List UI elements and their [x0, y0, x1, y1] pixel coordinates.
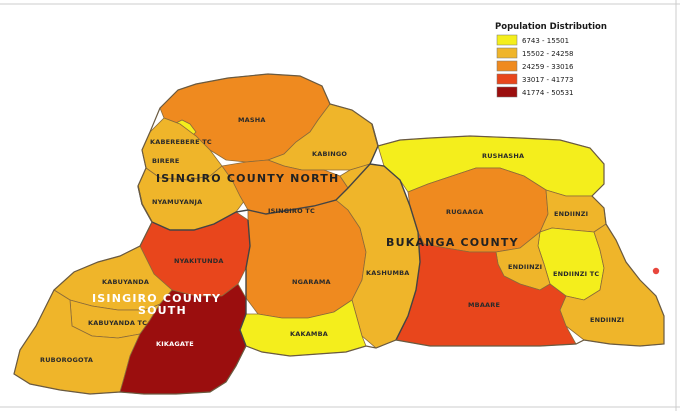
label-endiinzi-ne: ENDIINZI	[554, 210, 588, 218]
region-ngarama	[245, 199, 367, 319]
label-kikagate: KIKAGATE	[156, 340, 194, 348]
label-kaberebere-tc: KABEREBERE TC	[150, 138, 212, 146]
label-endiinzi-tc: ENDIINZI TC	[553, 270, 599, 278]
legend: Population Distribution 6743 - 15501 1550…	[495, 22, 607, 98]
legend-swatch	[496, 86, 518, 98]
label-rugaaga: RUGAAGA	[446, 208, 483, 216]
district-outline	[13, 73, 665, 395]
legend-swatch	[496, 73, 518, 85]
county-boundary-south	[239, 219, 251, 347]
legend-label: 41774 - 50531	[522, 89, 574, 97]
label-isingiro-tc: ISINGIRO TC	[268, 207, 315, 215]
label-nyamuyanja: NYAMUYANJA	[152, 198, 202, 206]
label-county-south-2: SOUTH	[138, 304, 187, 317]
legend-label: 6743 - 15501	[522, 37, 569, 45]
legend-label: 24259 - 33016	[522, 63, 574, 71]
label-kabuyanda: KABUYANDA	[102, 278, 149, 286]
label-masha: MASHA	[238, 116, 266, 124]
legend-swatch	[496, 60, 518, 72]
county-boundary-north-south	[137, 163, 371, 231]
label-rushasha: RUSHASHA	[482, 152, 524, 160]
label-birere: BIRERE	[152, 157, 179, 165]
label-ngarama: NGARAMA	[292, 278, 331, 286]
label-ruborogota: RUBOROGOTA	[40, 356, 93, 364]
label-kakamba: KAKAMBA	[290, 330, 328, 338]
label-kabingo: KABINGO	[312, 150, 347, 158]
legend-swatch	[496, 34, 518, 46]
legend-swatch	[496, 47, 518, 59]
marker-dot	[652, 267, 660, 275]
legend-title: Population Distribution	[495, 22, 607, 32]
label-endiinzi-mid: ENDIINZI	[508, 263, 542, 271]
label-kabuyanda-tc: KABUYANDA TC	[88, 319, 147, 327]
legend-label: 15502 - 24258	[522, 50, 574, 58]
label-county-south-1: ISINGIRO COUNTY	[92, 292, 221, 305]
label-county-bukanga: BUKANGA COUNTY	[386, 236, 519, 249]
legend-label: 33017 - 41773	[522, 76, 574, 84]
label-endiinzi-se: ENDIINZI	[590, 316, 624, 324]
label-county-north: ISINGIRO COUNTY NORTH	[156, 172, 339, 185]
label-nyakitunda: NYAKITUNDA	[174, 257, 224, 265]
label-kashumba: KASHUMBA	[366, 269, 410, 277]
label-mbaare: MBAARE	[468, 301, 500, 309]
